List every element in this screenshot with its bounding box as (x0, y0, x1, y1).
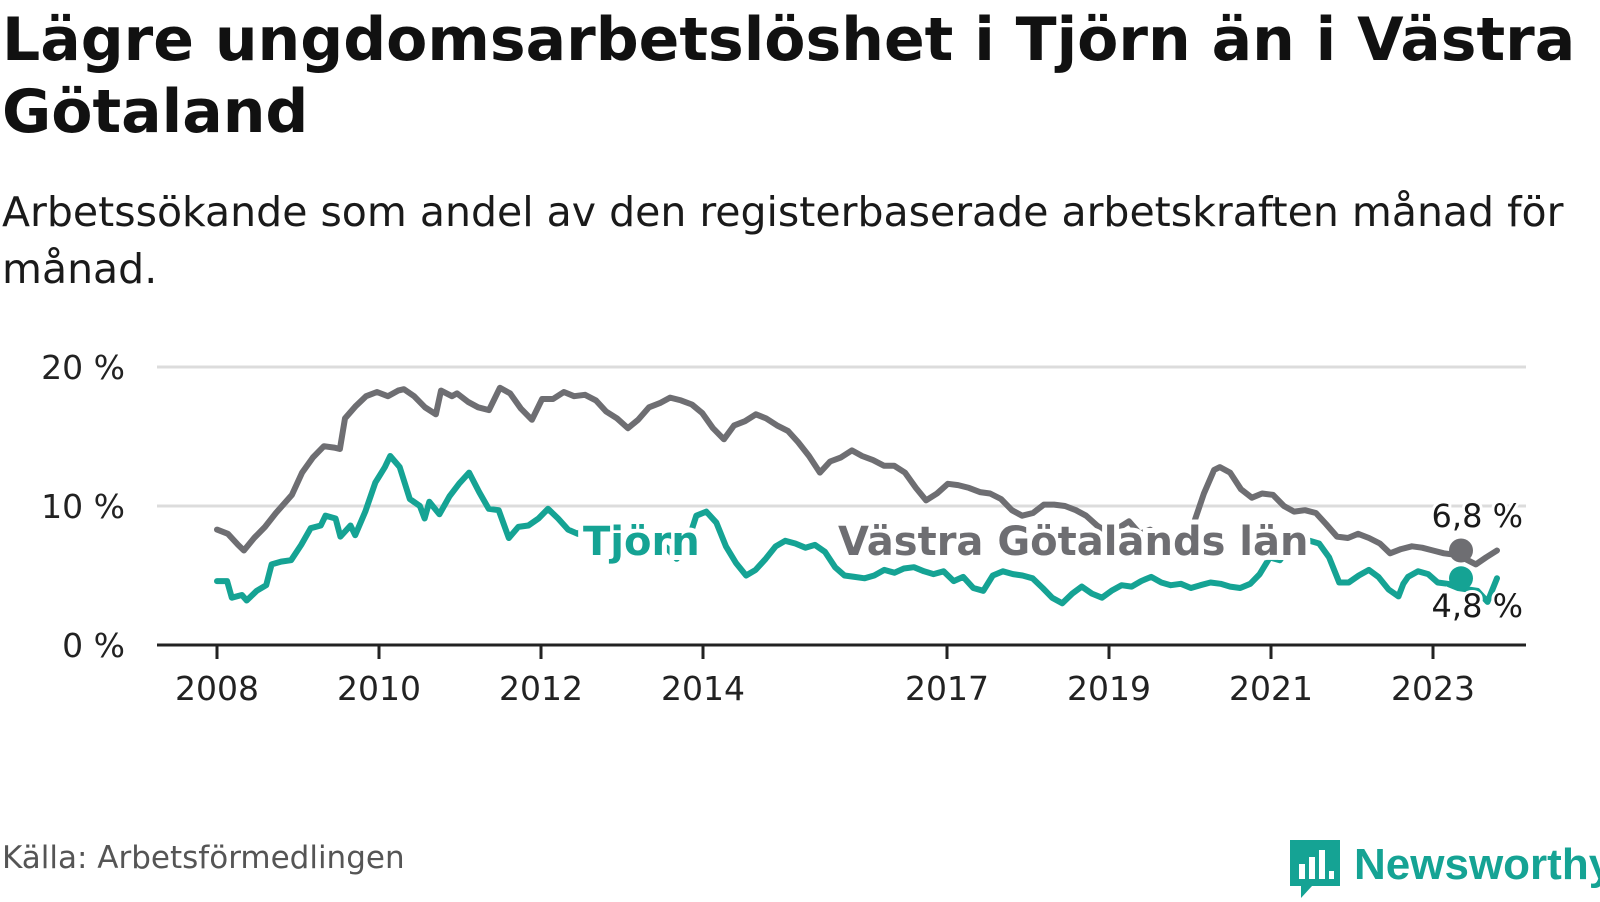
line-chart: 0 % 10 % 20 % 2008 2010 2012 2014 2017 2019 2021… (41, 348, 1526, 708)
source-note: Källa: Arbetsförmedlingen (2, 840, 405, 876)
series-lines (214, 384, 1500, 607)
y-tick-label: 0 % (62, 626, 125, 665)
brand-name: Newsworthy (1354, 840, 1600, 889)
endpoint-tjorn (1449, 566, 1473, 591)
chart-title: Lägre ungdomsarbetslöshet i Tjörn än i V… (2, 5, 1576, 147)
axes: 2008 2010 2012 2014 2017 2019 2021 2023 (157, 643, 1526, 708)
gridlines: 0 % 10 % 20 % (41, 348, 1526, 665)
x-tick-label: 2008 (175, 669, 259, 708)
series-labels: Tjörn Västra Götalands län (578, 514, 1314, 570)
brand-logo: Newsworthy (1290, 840, 1600, 902)
series-line-vastra-gotaland (214, 384, 1500, 568)
series-line-tjorn (214, 453, 1500, 607)
endpoint-vastra-gotaland (1449, 538, 1473, 563)
x-tick-label: 2021 (1229, 669, 1313, 708)
x-tick-label: 2014 (661, 669, 745, 708)
x-tick-label: 2019 (1067, 669, 1151, 708)
y-tick-label: 20 % (41, 348, 125, 387)
end-label-tjorn: 4,8 % (1432, 587, 1523, 625)
series-label-tjorn: Tjörn (583, 519, 700, 565)
y-tick-label: 10 % (41, 487, 125, 526)
chart-subtitle: Arbetssökande som andel av den registerb… (2, 188, 1564, 293)
series-label-vastra-gotaland: Västra Götalands län (838, 519, 1309, 565)
x-tick-label: 2010 (337, 669, 421, 708)
x-tick-label: 2012 (499, 669, 583, 708)
x-tick-label: 2023 (1391, 669, 1475, 708)
newsworthy-logo-icon (1290, 840, 1340, 898)
end-label-vastra-gotaland: 6,8 % (1432, 497, 1523, 535)
x-tick-label: 2017 (905, 669, 989, 708)
endpoints: 6,8 % 4,8 % (1429, 494, 1526, 628)
